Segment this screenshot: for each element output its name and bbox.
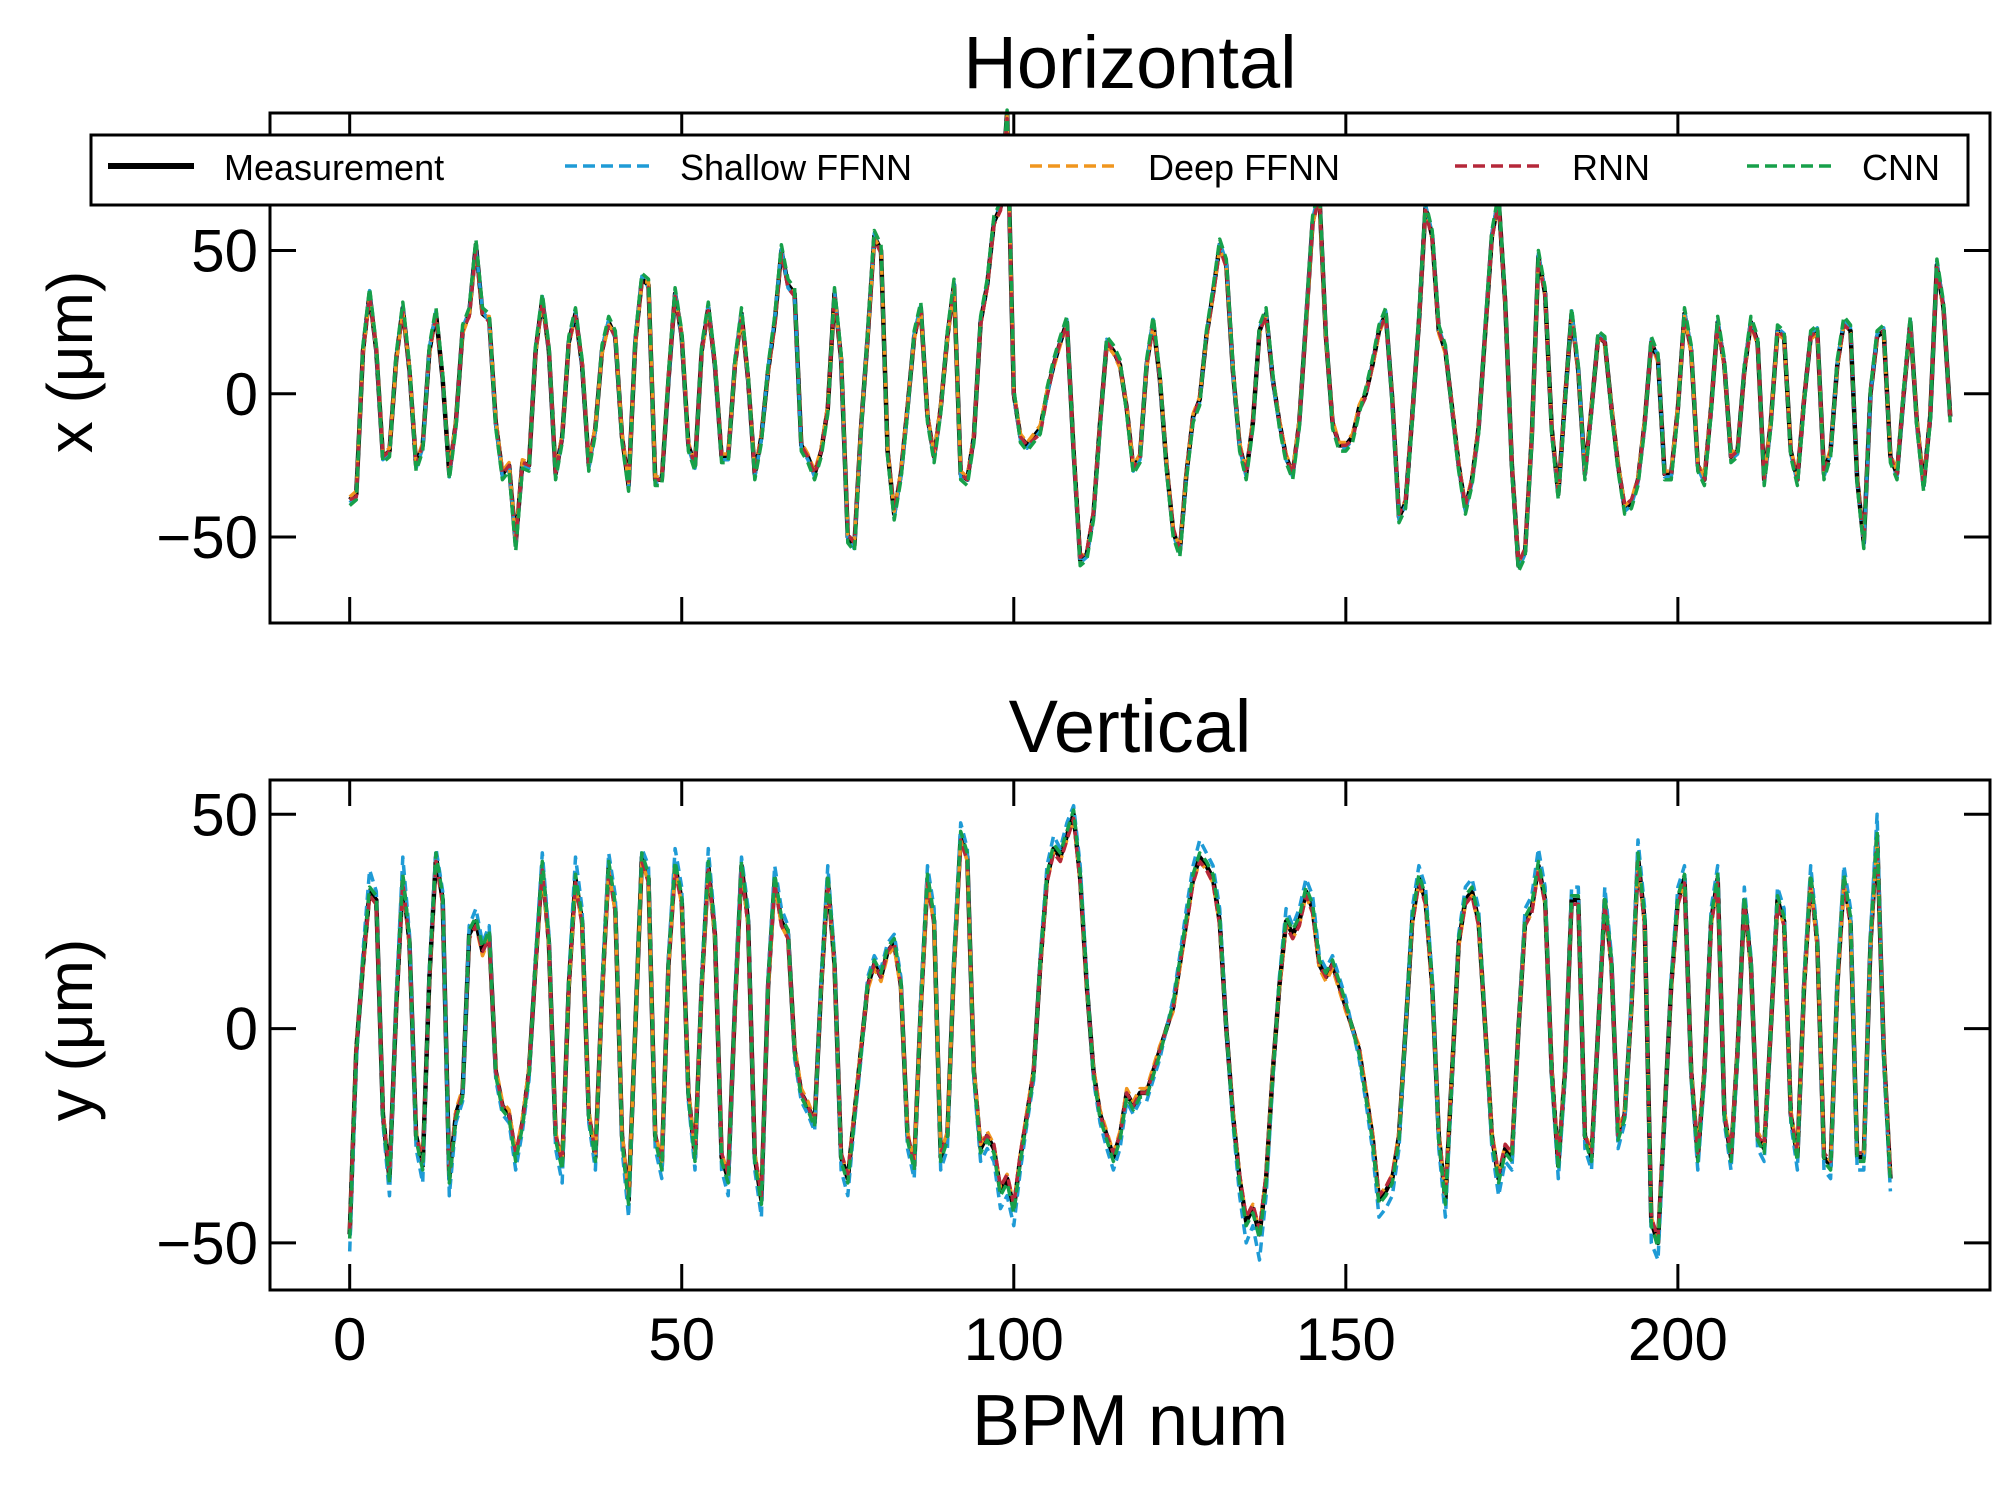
vertical-xtick-label: 0 xyxy=(333,1306,366,1373)
horizontal-title: Horizontal xyxy=(963,21,1296,104)
vertical-xtick-label: 50 xyxy=(648,1306,715,1373)
vertical-ytick-label: 50 xyxy=(191,781,258,848)
legend-label-deep-ffnn: Deep FFNN xyxy=(1148,147,1340,188)
vertical-xtick-label: 200 xyxy=(1628,1306,1728,1373)
vertical-axes-frame xyxy=(268,778,1992,1292)
horizontal-ytick-label: 0 xyxy=(225,361,258,428)
legend: Measurement Shallow FFNN Deep FFNN RNN C… xyxy=(89,133,1970,207)
legend-label-shallow-ffnn: Shallow FFNN xyxy=(680,147,912,188)
legend-label-measurement: Measurement xyxy=(224,147,444,188)
vertical-y-axis-label: y (μm) xyxy=(34,939,106,1122)
horizontal-panel: Horizontal x (μm) −50 0 50 Measurement Sha… xyxy=(34,21,1992,625)
legend-label-cnn: CNN xyxy=(1862,147,1940,188)
horizontal-y-axis-label: x (μm) xyxy=(34,271,106,454)
vertical-title: Vertical xyxy=(1009,685,1252,768)
legend-label-rnn: RNN xyxy=(1572,147,1650,188)
horizontal-series-cnn xyxy=(348,108,1952,574)
horizontal-series-deep-ffnn xyxy=(348,114,1952,565)
horizontal-ytick-label: 50 xyxy=(191,218,258,285)
vertical-series-cnn xyxy=(347,808,1893,1249)
x-axis-label: BPM num xyxy=(972,1381,1288,1461)
horizontal-series-rnn xyxy=(348,116,1952,565)
horizontal-axes-frame xyxy=(268,111,1992,625)
legend-box xyxy=(89,133,1970,207)
horizontal-ytick-label: −50 xyxy=(156,504,258,571)
vertical-plot-area: −50 0 50 0 50 100 150 200 xyxy=(156,778,1992,1373)
vertical-xtick-label: 150 xyxy=(1296,1306,1396,1373)
horizontal-plot-area: −50 0 50 xyxy=(156,108,1992,625)
vertical-panel: Vertical y (μm) −50 0 50 0 50 100 150 200 BPM n… xyxy=(34,685,1992,1461)
vertical-ytick-label: −50 xyxy=(156,1210,258,1277)
vertical-series-measurement xyxy=(347,812,1893,1246)
vertical-ytick-label: 0 xyxy=(225,996,258,1063)
vertical-xtick-label: 100 xyxy=(964,1306,1064,1373)
